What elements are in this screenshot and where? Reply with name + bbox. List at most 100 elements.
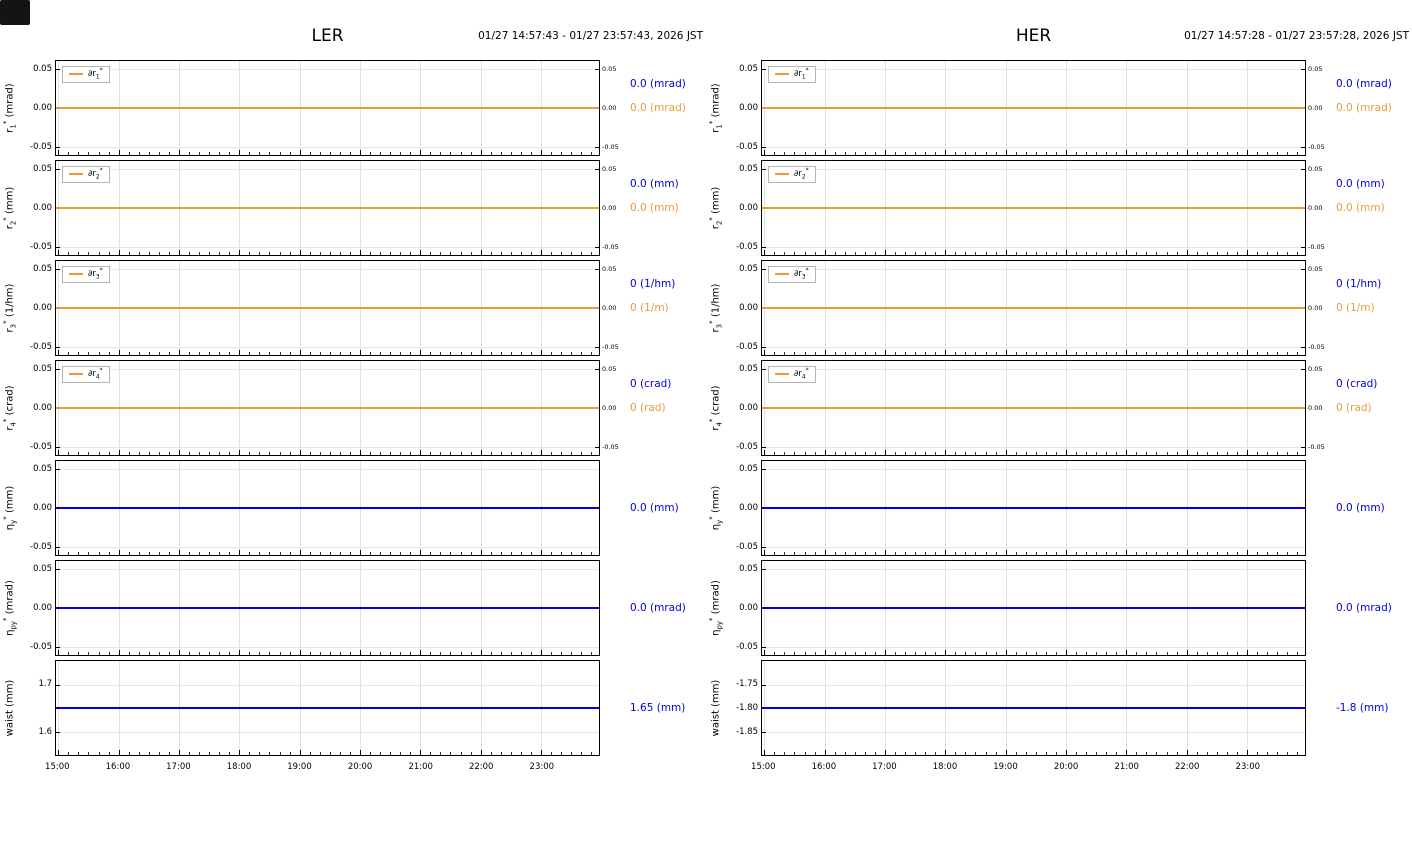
tick-mark bbox=[1246, 150, 1248, 155]
data-line bbox=[56, 307, 599, 309]
tick-mark bbox=[905, 152, 907, 155]
readout-group: -1.8 (mm) bbox=[1336, 660, 1412, 756]
tick-mark bbox=[430, 352, 432, 355]
tick-mark bbox=[804, 152, 806, 155]
gridline-horizontal bbox=[762, 169, 1305, 171]
tick-mark bbox=[591, 452, 593, 455]
tick-mark bbox=[1226, 152, 1228, 155]
tick-mark bbox=[1126, 150, 1128, 155]
tick-mark bbox=[349, 352, 351, 355]
right-y-tick-label: 0.00 bbox=[602, 204, 617, 212]
gridline-horizontal bbox=[762, 69, 1305, 71]
data-line bbox=[56, 707, 599, 709]
tick-mark bbox=[764, 350, 766, 355]
tick-mark bbox=[289, 452, 291, 455]
y-tick-label: -0.05 bbox=[30, 142, 52, 153]
tick-mark bbox=[229, 352, 231, 355]
data-line bbox=[762, 707, 1305, 709]
tick-mark bbox=[440, 552, 442, 555]
tick-mark bbox=[1176, 652, 1178, 655]
tick-mark bbox=[219, 252, 221, 255]
right-y-tick-label: 0.00 bbox=[1308, 404, 1323, 412]
tick-mark bbox=[450, 152, 452, 155]
y-tick-label: 0.00 bbox=[33, 303, 52, 313]
tick-mark bbox=[1277, 352, 1279, 355]
y-tick-label: 0.05 bbox=[33, 363, 52, 374]
tick-mark bbox=[762, 369, 766, 371]
y-tick-label: 1.7 bbox=[38, 679, 52, 689]
tick-mark bbox=[450, 752, 452, 755]
x-tick-label: 15:00 bbox=[45, 762, 70, 772]
tick-mark bbox=[1176, 752, 1178, 755]
tick-mark bbox=[380, 652, 382, 655]
tick-mark bbox=[148, 352, 150, 355]
tick-mark bbox=[814, 452, 816, 455]
tick-mark bbox=[279, 752, 281, 755]
tick-mark bbox=[319, 552, 321, 555]
tick-mark bbox=[1106, 552, 1108, 555]
tick-mark bbox=[390, 752, 392, 755]
tick-mark bbox=[239, 250, 241, 255]
y-tick-label: 0.00 bbox=[739, 203, 758, 213]
tick-mark bbox=[945, 250, 947, 255]
tick-mark bbox=[844, 552, 846, 555]
tick-mark bbox=[1301, 369, 1305, 371]
tick-mark bbox=[1246, 650, 1248, 655]
tick-mark bbox=[219, 452, 221, 455]
tick-mark bbox=[470, 352, 472, 355]
legend-label: ∂r3* bbox=[88, 267, 103, 281]
tick-mark bbox=[975, 252, 977, 255]
tick-mark bbox=[78, 552, 80, 555]
tick-mark bbox=[138, 252, 140, 255]
tick-mark bbox=[1206, 552, 1208, 555]
readout-group: 0.0 (mm) 0.0 (mm) bbox=[630, 160, 706, 256]
tick-mark bbox=[209, 752, 211, 755]
tick-mark bbox=[571, 552, 573, 555]
tick-mark bbox=[854, 752, 856, 755]
legend: ∂r2* bbox=[62, 166, 110, 183]
y-axis-label-text: ηy* (mm) bbox=[2, 485, 18, 531]
legend-label: ∂r3* bbox=[794, 267, 809, 281]
tick-mark bbox=[1301, 446, 1305, 448]
tick-mark bbox=[1166, 452, 1168, 455]
tick-mark bbox=[915, 152, 917, 155]
tick-mark bbox=[1176, 152, 1178, 155]
tick-mark bbox=[895, 752, 897, 755]
tick-mark bbox=[500, 152, 502, 155]
tick-mark bbox=[804, 752, 806, 755]
tick-mark bbox=[945, 550, 947, 555]
tick-mark bbox=[561, 652, 563, 655]
right-y-tick-label: 0.05 bbox=[602, 164, 617, 173]
tick-mark bbox=[239, 550, 241, 555]
tick-mark bbox=[460, 552, 462, 555]
tick-mark bbox=[78, 452, 80, 455]
tick-mark bbox=[1146, 552, 1148, 555]
x-tick-label: 17:00 bbox=[166, 762, 191, 772]
tick-mark bbox=[1126, 350, 1128, 355]
tick-mark bbox=[1065, 150, 1067, 155]
plot-row: r4* (crad) ∂r4* 0.05 0.00 -0.05 0.05 0.00 -0.05… bbox=[0, 360, 706, 456]
time-range-label: 01/27 14:57:43 - 01/27 23:57:43, 2026 JS… bbox=[478, 30, 703, 42]
tick-mark bbox=[98, 352, 100, 355]
tick-mark bbox=[329, 452, 331, 455]
tick-mark bbox=[1196, 252, 1198, 255]
y-axis-label-text: r1* (mrad) bbox=[708, 83, 724, 133]
tick-mark bbox=[581, 452, 583, 455]
tick-mark bbox=[844, 652, 846, 655]
tick-mark bbox=[985, 652, 987, 655]
y-tick-label: -1.75 bbox=[736, 679, 758, 689]
tick-mark bbox=[985, 452, 987, 455]
tick-mark bbox=[58, 450, 60, 455]
tick-mark bbox=[1116, 452, 1118, 455]
tick-mark bbox=[1076, 352, 1078, 355]
tick-mark bbox=[450, 552, 452, 555]
tick-mark bbox=[975, 352, 977, 355]
readout-group: 0.0 (mrad) bbox=[1336, 560, 1412, 656]
tick-mark bbox=[1005, 350, 1007, 355]
tick-mark bbox=[460, 652, 462, 655]
tick-mark bbox=[430, 552, 432, 555]
tick-mark bbox=[249, 152, 251, 155]
tick-mark bbox=[844, 452, 846, 455]
tick-mark bbox=[824, 150, 826, 155]
gridline-horizontal bbox=[762, 684, 1305, 686]
